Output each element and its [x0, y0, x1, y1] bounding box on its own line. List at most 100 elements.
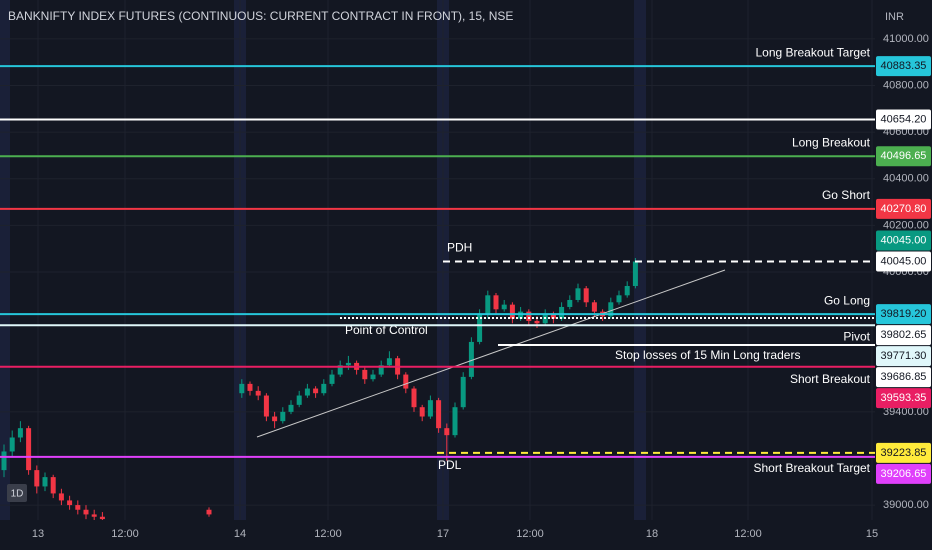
candle-body	[559, 306, 565, 319]
level-price-box	[876, 304, 931, 325]
interval-badge[interactable]: 1D	[11, 489, 24, 500]
level-price-box	[876, 109, 931, 130]
session-band	[634, 0, 646, 520]
y-tick-label: 40400.00	[883, 173, 929, 185]
y-tick-label: 40200.00	[883, 219, 929, 231]
level-name: Short Breakout Target	[753, 461, 870, 475]
level-price-label: 39593.35	[881, 392, 927, 404]
candle-body	[370, 374, 376, 380]
level-price-label: 40654.20	[881, 113, 927, 125]
x-tick-label: 13	[32, 528, 44, 540]
candle-body	[427, 400, 433, 417]
level-price-box	[876, 146, 931, 167]
x-tick-label: 12:00	[314, 528, 342, 540]
level-price-box	[876, 346, 931, 367]
candle-body	[460, 376, 466, 408]
level-price-label: 40270.80	[881, 203, 927, 215]
candle-body	[99, 516, 105, 520]
level-name: Go Long	[824, 293, 870, 307]
level-name: Short Breakout	[790, 372, 871, 386]
level-price-label: 40883.35	[881, 60, 927, 72]
y-tick-label: 39000.00	[883, 499, 929, 511]
x-tick-label: 12:00	[734, 528, 762, 540]
level-price-box	[876, 56, 931, 77]
currency: INR	[885, 11, 904, 23]
session-band	[0, 0, 10, 520]
candle-body	[444, 428, 450, 436]
y-tick-label: 39400.00	[883, 406, 929, 418]
candle-body	[591, 302, 597, 312]
level-name: Long Breakout	[792, 135, 871, 149]
candle-body	[345, 362, 351, 366]
candle-body	[378, 365, 384, 375]
candle-body	[42, 477, 48, 487]
level-price-box	[876, 463, 931, 484]
level-price-label: 39206.65	[881, 468, 927, 480]
interval-badge-box[interactable]	[7, 484, 27, 502]
candle-body	[337, 365, 343, 375]
level-name: PDL	[438, 458, 462, 472]
candle-body	[477, 313, 483, 342]
candle-body	[493, 295, 499, 310]
level-price-box	[876, 388, 931, 409]
candle-body	[34, 470, 40, 487]
level-name: Stop losses of 15 Min Long traders	[615, 348, 800, 362]
last-price-label: 40045.00	[881, 234, 927, 246]
grid	[0, 0, 875, 520]
candle-body	[419, 407, 425, 417]
price-axis: 41000.0040800.0040600.0040400.0040200.00…	[876, 33, 931, 511]
candle-body	[468, 341, 474, 377]
candle-body	[624, 285, 630, 296]
candle-body	[509, 304, 515, 319]
candle-body	[575, 288, 581, 300]
candle-body	[83, 509, 89, 515]
candle-body	[534, 320, 540, 324]
candle-body	[75, 505, 81, 510]
level-price-box	[876, 367, 931, 388]
candle-body	[91, 514, 97, 517]
candle-body	[501, 304, 507, 310]
y-tick-label: 41000.00	[883, 33, 929, 45]
x-tick-label: 12:00	[516, 528, 544, 540]
x-tick-label: 14	[234, 528, 246, 540]
x-tick-label: 18	[646, 528, 658, 540]
level-price-box	[876, 325, 931, 346]
candle-body	[239, 383, 245, 394]
candle-body	[485, 295, 491, 314]
candle-body	[386, 358, 392, 366]
candle-body	[50, 477, 56, 494]
level-price-label: 39686.85	[881, 371, 927, 383]
trend-line	[256, 269, 726, 438]
candle-body	[280, 411, 286, 422]
candle-body	[632, 261, 638, 286]
level-name: Go Short	[822, 188, 871, 202]
candle-body	[526, 311, 532, 321]
candle-body	[452, 407, 458, 436]
candle-body	[403, 374, 409, 389]
level-price-label: 40045.00	[881, 255, 927, 267]
chart-title: BANKNIFTY INDEX FUTURES (CONTINUOUS: CUR…	[8, 9, 513, 23]
candle-body	[362, 369, 368, 380]
candle-body	[329, 374, 335, 384]
candle-body	[272, 416, 278, 422]
candle-body	[304, 388, 310, 396]
level-price-label: 39819.20	[881, 308, 927, 320]
level-price-label: 39802.65	[881, 329, 927, 341]
level-price-label: 39771.30	[881, 350, 927, 362]
y-tick-label: 40800.00	[883, 79, 929, 91]
x-tick-label: 17	[437, 528, 449, 540]
candle-body	[17, 428, 23, 438]
candle-body	[26, 428, 32, 471]
candle-body	[608, 302, 614, 317]
candle-body	[296, 395, 302, 405]
x-tick-label: 15	[866, 528, 878, 540]
candle-body	[206, 509, 212, 515]
levels: Long Breakout Target Long Breakout Go Shor…	[0, 45, 875, 475]
level-price-box	[876, 198, 931, 219]
candle-body	[255, 390, 261, 396]
last-price-box	[876, 230, 931, 251]
candle-body	[411, 388, 417, 408]
